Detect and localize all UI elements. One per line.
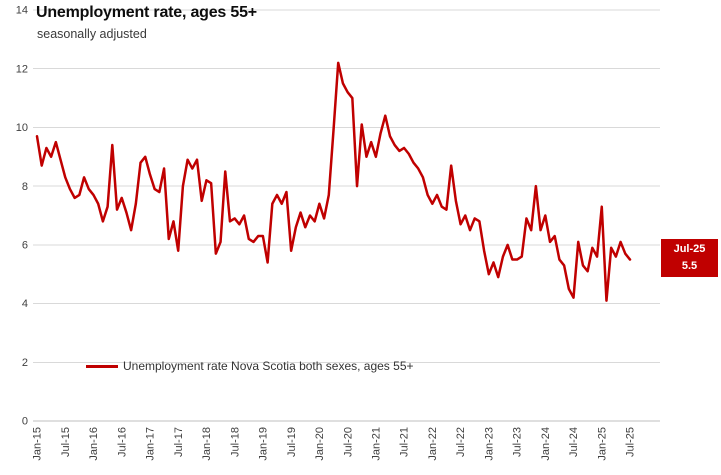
chart-title: Unemployment rate, ages 55+ [36,4,257,21]
callout-period-label: Jul-25 [673,243,706,255]
x-axis-tick-label: Jan-22 [427,427,439,461]
x-axis-tick-label: Jan-15 [32,427,44,461]
x-axis-tick-label: Jan-18 [201,427,213,461]
y-axis-tick-label: 8 [22,181,28,193]
x-axis-tick-label: Jan-21 [370,427,382,461]
x-axis-tick-label: Jan-23 [483,427,495,461]
x-axis-tick-label: Jan-20 [314,427,326,461]
y-axis-tick-label: 6 [22,239,28,251]
series-line [35,61,632,302]
legend-line-marker [86,364,118,368]
latest-value-callout: Jul-25 5.5 [661,239,718,277]
x-axis-tick-label: Jul-18 [229,427,241,457]
y-axis-tick-label: 10 [16,122,28,134]
y-axis-tick-label: 0 [22,416,28,428]
x-axis-tick-label: Jan-19 [258,427,270,461]
x-axis-tick-label: Jul-19 [286,427,298,457]
x-axis-tick-label: Jul-17 [173,427,185,457]
x-axis-tick-label: Jul-24 [568,427,580,457]
x-axis-tick-label: Jul-20 [342,427,354,457]
x-axis-tick-label: Jan-24 [540,427,552,461]
x-axis-tick-label: Jul-25 [625,427,637,457]
y-axis-tick-label: 2 [22,357,28,369]
legend: Unemployment rate Nova Scotia both sexes… [86,358,414,374]
x-axis-tick-label: Jul-16 [116,427,128,457]
callout-value: 5.5 [681,260,698,272]
x-axis-tick-label: Jan-25 [596,427,608,461]
x-axis-tick-label: Jul-22 [455,427,467,457]
x-axis-tick-label: Jan-16 [88,427,100,461]
x-axis-tick-label: Jan-17 [145,427,157,461]
x-axis-tick-label: Jul-15 [60,427,72,457]
x-axis-tick-label: Jul-23 [512,427,524,457]
legend-label: Unemployment rate Nova Scotia both sexes… [123,359,414,373]
y-axis-tick-label: 14 [16,5,28,17]
y-axis-tick-label: 4 [22,298,28,310]
chart-subtitle: seasonally adjusted [37,27,147,41]
x-axis-tick-label: Jul-21 [399,427,411,457]
y-axis-tick-label: 12 [16,63,28,75]
